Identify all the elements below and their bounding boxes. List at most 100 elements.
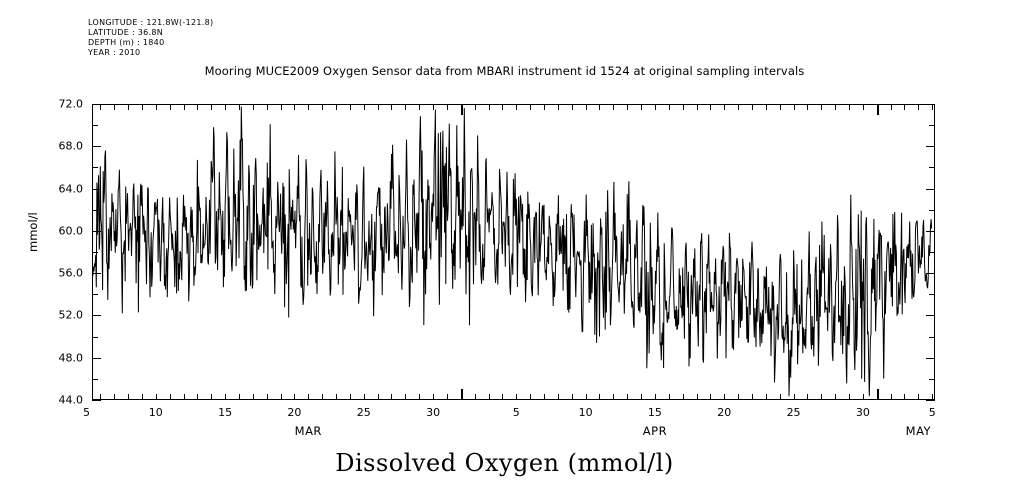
x-axis-tick [932,394,934,400]
x-axis-tick-top [876,104,879,115]
x-axis-tick-top [751,104,753,110]
x-axis-tick-top [377,104,379,110]
x-axis-tick-top [862,104,864,110]
x-axis-tick-top [128,104,130,110]
x-axis-tick [474,394,476,400]
y-axis-tick [92,273,101,275]
x-axis-tick [876,389,879,400]
x-axis-tick-top [100,104,102,110]
metadata-depth: DEPTH (m) : 1840 [88,38,165,47]
x-axis-tick [751,394,753,400]
x-axis-tick-top [280,104,282,110]
x-axis-tick [308,394,310,400]
x-axis-tick-top [405,104,407,110]
y-axis-tick-right [926,230,935,232]
y-axis-tick [92,167,98,169]
x-axis-tick [779,394,781,400]
x-axis-month-label: MAY [905,424,932,438]
y-axis-tick-label: 44.0 [58,393,84,407]
x-axis-tick [141,394,143,400]
y-axis-tick-right [929,167,935,169]
x-axis-tick-top [155,104,157,110]
y-axis-tick-right [926,400,935,401]
x-axis-tick-top [654,104,656,110]
x-axis-tick-top [738,104,740,110]
x-axis-tick [724,394,726,400]
x-axis-tick [682,394,684,400]
x-axis-tick-top [613,104,615,110]
x-axis-tick-top [696,104,698,110]
x-axis-tick [571,394,573,400]
x-axis-tick [419,394,421,400]
y-axis-tick-label: 52.0 [58,308,84,322]
y-axis-tick-label: 48.0 [58,351,84,365]
x-axis-tick [793,394,795,400]
x-axis-tick-label: 15 [647,406,662,419]
y-axis-tick-right [926,188,935,190]
y-axis-tick-right [926,357,935,359]
y-axis-tick-right [929,209,935,211]
x-axis-tick-top [821,104,823,110]
x-axis-tick-label: 20 [717,406,732,419]
x-axis-tick-top [627,104,629,110]
x-axis-tick [391,394,393,400]
x-axis-tick-top [530,104,532,110]
x-axis-tick [557,394,559,400]
x-axis-tick-top [294,104,296,110]
x-axis-tick-top [225,104,227,110]
data-series-oxygen [92,106,933,397]
x-axis-tick [377,394,379,400]
x-axis-tick [280,394,282,400]
x-axis-tick-top [474,104,476,110]
x-axis-tick [765,394,767,400]
x-axis-tick-top [599,104,601,110]
y-axis-tick-right [929,378,935,380]
x-axis-month-label: APR [642,424,668,438]
x-axis-tick [918,394,920,400]
x-axis-tick-label: 10 [148,406,163,419]
x-axis-tick-top [238,104,240,110]
x-axis-tick [211,394,213,400]
x-axis-tick-top [336,104,338,110]
x-axis-tick [460,389,463,400]
x-axis-tick-top [446,104,448,110]
x-axis-tick [613,394,615,400]
x-axis-tick-top [363,104,365,110]
x-axis-tick-label: 10 [578,406,593,419]
x-axis-tick-top [141,104,143,110]
y-axis-tick-right [926,273,935,275]
x-axis-tick-top [682,104,684,110]
x-axis-tick [322,394,324,400]
y-axis-tick-right [926,146,935,148]
x-axis-tick [835,394,837,400]
x-axis-tick-top [252,104,254,110]
y-axis-tick-label: 68.0 [58,139,84,153]
chart-title: Mooring MUCE2009 Oxygen Sensor data from… [204,64,805,78]
x-axis-tick-top [835,104,837,110]
x-axis-tick [349,394,351,400]
x-axis-tick-label: 5 [512,406,520,419]
x-axis-tick-top [460,104,463,115]
y-axis-tick [92,357,101,359]
x-axis-tick [336,394,338,400]
x-axis-tick [488,394,490,400]
x-axis-tick-top [169,104,171,110]
x-axis-tick-label: 5 [82,406,90,419]
x-axis-tick [738,394,740,400]
y-axis-tick [92,252,98,253]
x-axis-tick-top [308,104,310,110]
x-axis-tick [516,394,518,400]
x-axis-tick-top [183,104,185,110]
x-axis-tick [904,394,906,400]
x-axis-tick [155,394,157,400]
x-axis-tick [530,394,532,400]
x-axis-tick [446,394,448,400]
station-metadata: LONGITUDE : 121.8W(-121.8) LATITUDE : 36… [88,18,213,58]
x-axis-tick-top [585,104,587,110]
x-axis-tick [225,394,227,400]
x-axis-tick [807,394,809,400]
y-axis-tick [92,209,98,211]
x-axis-tick [599,394,601,400]
y-axis-tick-right [929,252,935,253]
